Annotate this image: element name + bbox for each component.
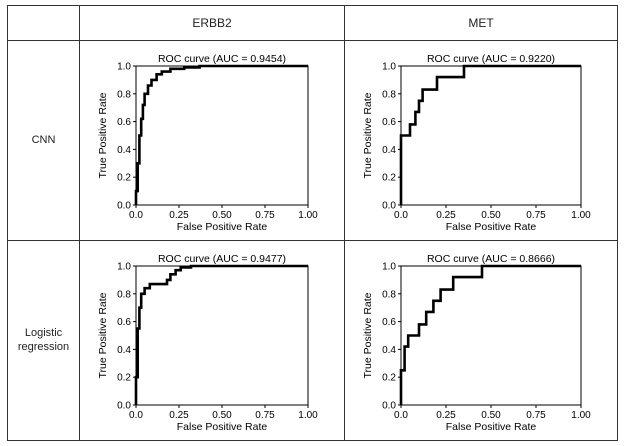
x-tick-label: 1.00 [571,210,591,221]
x-tick-label: 0.0 [394,410,408,421]
table-border-left [7,5,8,441]
roc-curve-line [134,64,308,205]
roc-chart-logistic-erbb2: ROC curve (AUC = 0.9477) 0.0 0.25 0.50 0.75 1… [97,253,318,433]
x-tick-label: 0.75 [255,210,275,221]
roc-chart-cnn-erbb2: ROC curve (AUC = 0.9454) 0.0 0.25 0.50 0.75 1… [97,53,318,233]
y-tick-label: 0.0 [117,401,131,412]
x-tick-label: 1.00 [298,210,318,221]
y-axis-label: True Positive Rate [97,292,109,378]
plot-area [135,65,309,206]
column-divider [344,5,345,441]
y-tick-label: 1.0 [117,262,131,273]
y-tick-label: 0.4 [382,345,396,356]
y-axis-label: True Positive Rate [362,292,374,378]
roc-curve-line [134,264,308,405]
plot-area [400,65,582,206]
y-tick-label: 0.6 [382,317,396,328]
row-header-cnn: CNN [31,134,56,146]
y-tick-label: 0.8 [117,289,131,300]
label-column-divider [79,5,80,441]
x-axis-label: False Positive Rate [177,221,268,233]
x-tick-label: 0.0 [129,410,143,421]
y-tick-label: 1.0 [382,62,396,73]
x-axis-label: False Positive Rate [446,421,537,433]
table-border-top [7,5,618,6]
y-axis-label: True Positive Rate [362,92,374,178]
x-tick-label: 0.0 [394,210,408,221]
column-header-erbb2: ERBB2 [192,16,232,30]
chart-title: ROC curve (AUC = 0.8666) [427,253,555,265]
x-tick-label: 0.50 [212,410,232,421]
x-tick-label: 0.75 [526,210,546,221]
y-tick-label: 0.8 [382,289,396,300]
x-tick-label: 0.75 [526,410,546,421]
y-tick-label: 0.6 [382,117,396,128]
table-border-bottom [7,440,618,441]
x-tick-label: 0.0 [129,210,143,221]
y-tick-label: 0.2 [117,373,131,384]
x-tick-label: 1.00 [571,410,591,421]
x-tick-label: 0.50 [481,410,501,421]
chart-title: ROC curve (AUC = 0.9477) [158,253,286,265]
x-tick-label: 0.50 [212,210,232,221]
y-tick-label: 0.0 [382,401,396,412]
x-tick-label: 0.25 [436,210,456,221]
x-tick-label: 0.25 [169,210,189,221]
y-tick-label: 0.4 [117,145,131,156]
roc-chart-cnn-met: ROC curve (AUC = 0.9220) 0.0 0.25 0.50 0.75 1… [362,53,591,233]
x-axis-label: False Positive Rate [446,221,537,233]
y-tick-label: 1.0 [117,62,131,73]
row-divider [7,240,618,241]
table-border-right [617,5,618,441]
y-tick-label: 0.2 [117,173,131,184]
column-header-met: MET [468,16,494,30]
y-tick-label: 0.6 [117,317,131,328]
chart-title: ROC curve (AUC = 0.9454) [158,53,286,65]
y-tick-label: 0.2 [382,373,396,384]
plot-area [135,265,309,406]
y-tick-label: 0.2 [382,173,396,184]
y-tick-label: 0.4 [117,345,131,356]
plot-area [400,265,582,406]
x-tick-label: 0.75 [255,410,275,421]
x-tick-label: 1.00 [298,410,318,421]
x-tick-label: 0.25 [436,410,456,421]
x-tick-label: 0.25 [169,410,189,421]
y-tick-label: 1.0 [382,262,396,273]
y-tick-label: 0.8 [382,89,396,100]
y-tick-label: 0.4 [382,145,396,156]
x-axis-label: False Positive Rate [177,421,268,433]
roc-curve-line [399,64,581,205]
roc-chart-logistic-met: ROC curve (AUC = 0.8666) 0.0 0.25 0.50 0.75 1… [362,253,591,433]
x-tick-label: 0.50 [481,210,501,221]
y-axis-label: True Positive Rate [97,92,109,178]
row-header-logistic-regression: Logistic regression [17,327,70,353]
y-tick-label: 0.6 [117,117,131,128]
y-tick-label: 0.8 [117,89,131,100]
chart-title: ROC curve (AUC = 0.9220) [427,53,555,65]
header-divider [7,40,618,41]
roc-curve-line [399,264,581,405]
y-tick-label: 0.0 [117,201,131,212]
y-tick-label: 0.0 [382,201,396,212]
